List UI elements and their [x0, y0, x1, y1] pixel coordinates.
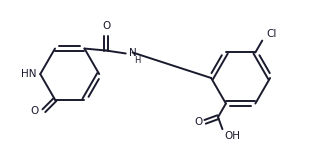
- Text: OH: OH: [224, 131, 240, 141]
- Text: O: O: [194, 117, 202, 127]
- Text: Cl: Cl: [266, 29, 277, 39]
- Text: O: O: [31, 106, 39, 116]
- Text: N: N: [129, 49, 136, 58]
- Text: O: O: [102, 21, 110, 31]
- Text: HN: HN: [21, 69, 36, 79]
- Text: H: H: [135, 56, 141, 65]
